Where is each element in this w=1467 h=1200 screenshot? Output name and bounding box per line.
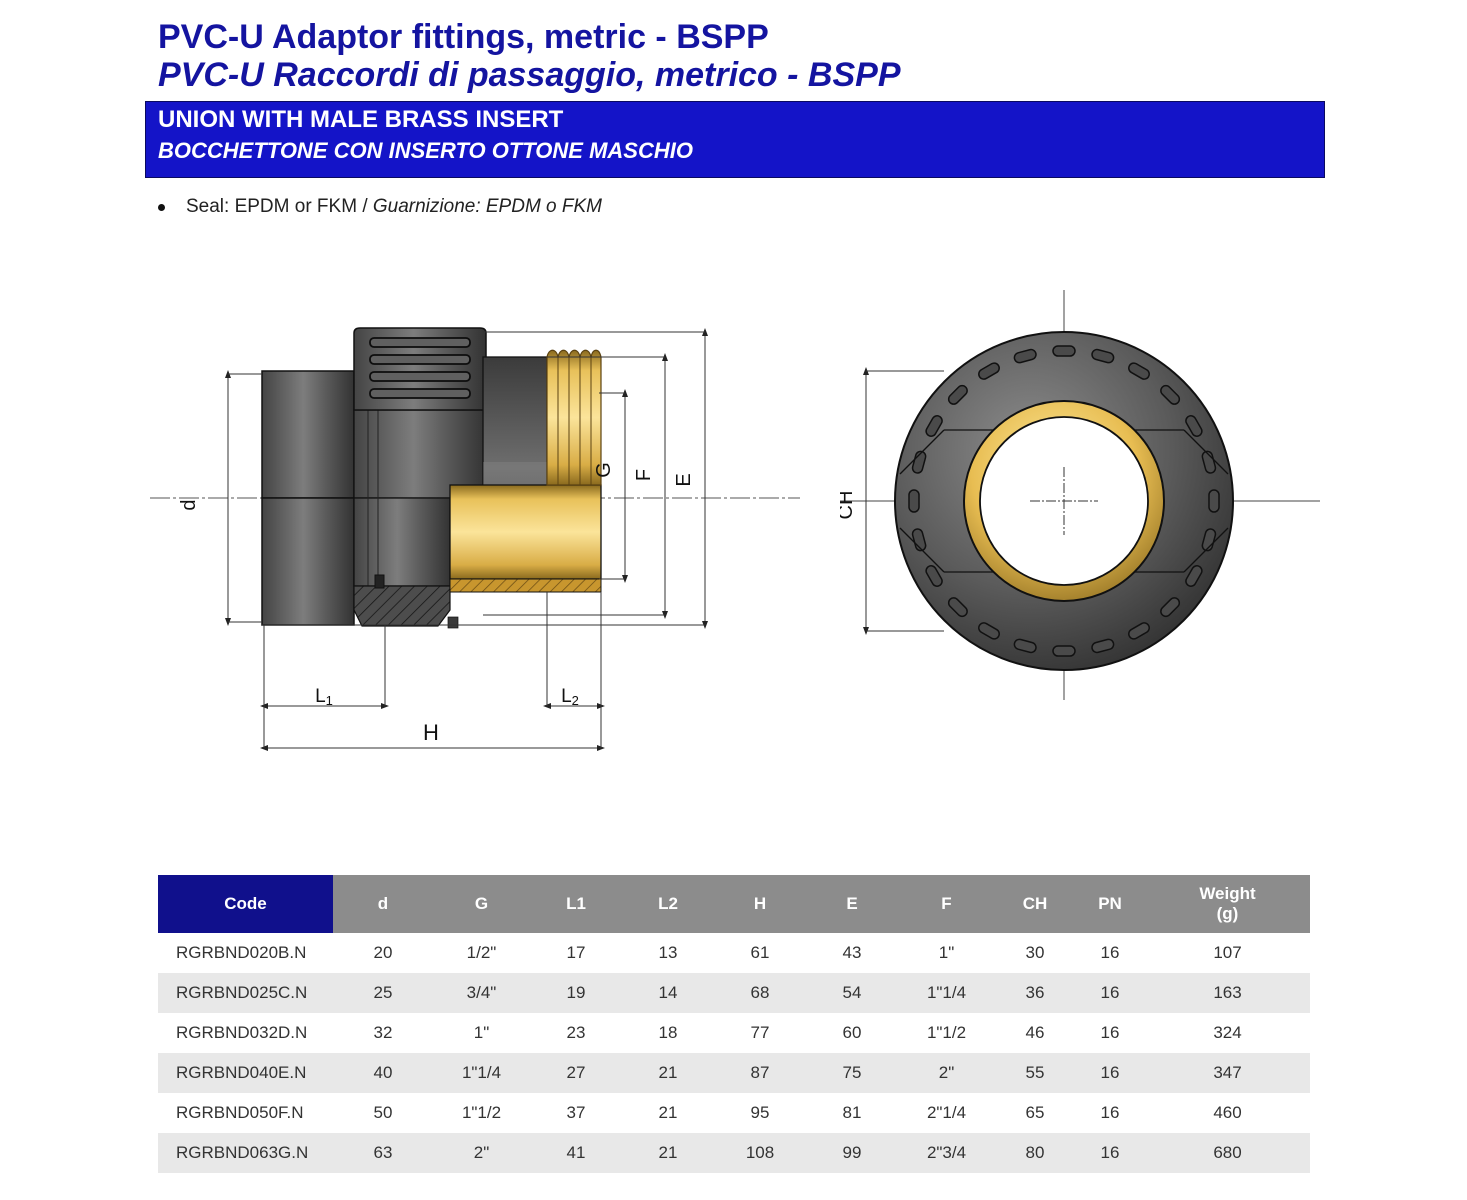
svg-text:L1: L1 <box>315 686 333 708</box>
svg-text:E: E <box>673 473 695 486</box>
svg-text:CH: CH <box>840 491 857 520</box>
svg-text:F: F <box>633 469 655 481</box>
svg-text:L2: L2 <box>561 686 579 708</box>
svg-text:H: H <box>423 720 439 745</box>
svg-text:d: d <box>178 499 200 510</box>
svg-text:G: G <box>593 462 615 478</box>
